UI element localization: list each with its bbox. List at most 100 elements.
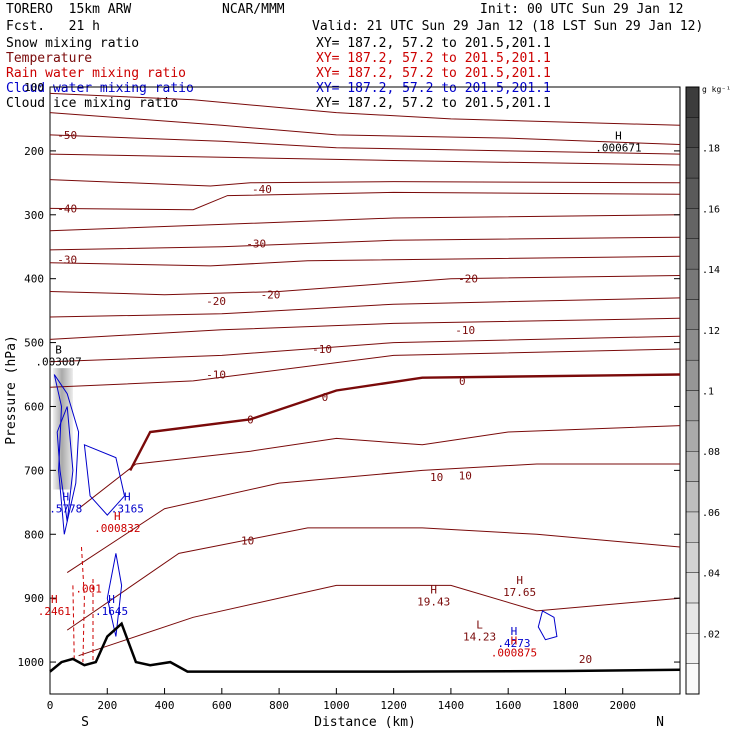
- extremum-letter: L: [476, 618, 483, 631]
- extremum-value: .4273: [497, 637, 530, 650]
- extremum-letter: H: [511, 625, 518, 638]
- colorbar-level: [685, 117, 700, 148]
- legend-xy-snow: XY= 187.2, 57.2 to 201.5,201.1: [316, 36, 551, 51]
- x-tick-label: 1600: [495, 699, 522, 712]
- rain-water-contours: [72, 546, 94, 663]
- y-axis-label: Pressure (hPa): [4, 335, 19, 445]
- extremum-letter: H: [511, 634, 518, 647]
- y-tick-label: 400: [24, 273, 44, 286]
- x-tick-label: 1000: [323, 699, 350, 712]
- rain-water-contour: [72, 585, 75, 663]
- snow-shade: [52, 368, 73, 490]
- terrain-surface: [49, 621, 681, 673]
- temperature-isotherm: [49, 317, 681, 340]
- colorbar-level: [685, 481, 700, 513]
- temperature-contour-label: 0: [247, 413, 254, 426]
- extrema-labels: H.000671B.003087H.5778H.3165H.000832.001…: [35, 130, 641, 660]
- colorbar-level: [685, 602, 700, 634]
- extremum-letter: H: [62, 491, 69, 504]
- colorbar: .02 .04 .06 .08 .1 .12 .14 .16 .18 g kg⁻¹: [685, 85, 731, 695]
- temperature-contour-label: -10: [206, 369, 226, 382]
- contour-labels: -50 -40 -40 -30 -30 -20 -20 -20 -10 -10 -10 0 0 0 10 10…: [57, 129, 592, 666]
- temperature-isotherm: [78, 425, 681, 510]
- init-time: Init: 00 UTC Sun 29 Jan 12: [480, 2, 684, 17]
- temperature-contour-label: -20: [261, 289, 281, 302]
- x-tick-label: 400: [155, 699, 175, 712]
- legend-cloud-ice: Cloud ice mixing ratio: [6, 96, 179, 111]
- x-tick-label: 200: [97, 699, 117, 712]
- colorbar-level: [685, 451, 700, 482]
- temperature-isotherm: [49, 297, 681, 318]
- temperature-contour-label: -20: [458, 273, 478, 286]
- temperature-isotherm: [78, 584, 681, 657]
- x-axis: 0 200 400 600 800 1000 1200 1400 1600 1800 2000: [47, 688, 636, 712]
- temperature-contour-label: -50: [57, 129, 77, 142]
- x-tick-label: 2000: [609, 699, 636, 712]
- extremum-value: .5778: [49, 503, 82, 516]
- temperature-isotherm: [49, 134, 681, 155]
- temperature-contour-label: -10: [312, 343, 332, 356]
- temperature-isotherm: [66, 463, 680, 574]
- colorbar-level: [685, 420, 700, 452]
- temperature-contour-label: 20: [579, 653, 592, 666]
- colorbar-level: [685, 299, 700, 331]
- legend-temperature: Temperature: [6, 51, 93, 66]
- snow-shading: [52, 368, 73, 490]
- x-right-end-label: N: [656, 715, 664, 730]
- rain-water-contour: [81, 546, 85, 663]
- extremum-value: .000875: [491, 646, 537, 659]
- temperature-isotherm: [49, 92, 681, 126]
- cloud-water-contour: [106, 553, 123, 637]
- extremum-value: 17.65: [503, 586, 536, 599]
- extremum-value: .2461: [38, 605, 71, 618]
- temperature-isotherm: [49, 348, 681, 388]
- cloud-water-contour: [53, 374, 80, 535]
- temperature-isotherm: [49, 275, 681, 296]
- extremum-value: 14.23: [463, 630, 496, 643]
- colorbar-level: [685, 542, 700, 573]
- extremum-value: .001: [75, 583, 102, 596]
- temperature-contour-label: -30: [57, 254, 77, 267]
- forecast-hour: Fcst. 21 h: [6, 19, 100, 34]
- temperature-isotherm: [49, 153, 681, 166]
- colorbar-level: [685, 238, 700, 270]
- colorbar-level: [685, 390, 700, 422]
- terrain-line: [49, 621, 681, 673]
- x-tick-label: 600: [212, 699, 232, 712]
- cloud-water-contour: [56, 406, 74, 522]
- extremum-letter: H: [516, 574, 523, 587]
- colorbar-level: [685, 208, 700, 239]
- cloud-water-contour: [537, 610, 558, 641]
- temperature-isotherm: [49, 112, 681, 145]
- x-axis-label: Distance (km): [314, 715, 416, 730]
- temperature-contour-label: 10: [459, 469, 472, 482]
- model-title: TORERO 15km ARW: [6, 2, 132, 17]
- temperature-contour-label: -20: [206, 295, 226, 308]
- extremum-value: 19.43: [417, 595, 450, 608]
- colorbar-level: [685, 663, 700, 695]
- temperature-isotherm: [49, 214, 681, 232]
- legend-cloud-water: Cloud water mixing ratio: [6, 81, 194, 96]
- temperature-contour-label: -10: [455, 324, 475, 337]
- y-tick-label: 200: [24, 145, 44, 158]
- colorbar-tick-label: .06: [702, 508, 720, 519]
- extremum-letter: H: [615, 130, 622, 143]
- colorbar-tick-label: .1: [702, 387, 714, 398]
- x-tick-label: 0: [47, 699, 54, 712]
- colorbar-unit: g kg⁻¹: [702, 85, 731, 94]
- temperature-contour-label: 10: [241, 535, 254, 548]
- temperature-isotherm: [49, 335, 681, 363]
- legend-xy-temperature: XY= 187.2, 57.2 to 201.5,201.1: [316, 51, 551, 66]
- y-tick-label: 100: [24, 81, 44, 94]
- colorbar-tick-label: .12: [702, 326, 720, 337]
- temperature-isotherm: [129, 373, 681, 471]
- colorbar-level: [685, 329, 700, 361]
- extremum-value: .000671: [595, 142, 641, 155]
- colorbar-tick-label: .08: [702, 447, 720, 458]
- extremum-value: .003087: [35, 356, 81, 369]
- y-tick-label: 1000: [18, 656, 45, 669]
- y-tick-label: 300: [24, 209, 44, 222]
- extremum-letter: H: [430, 583, 437, 596]
